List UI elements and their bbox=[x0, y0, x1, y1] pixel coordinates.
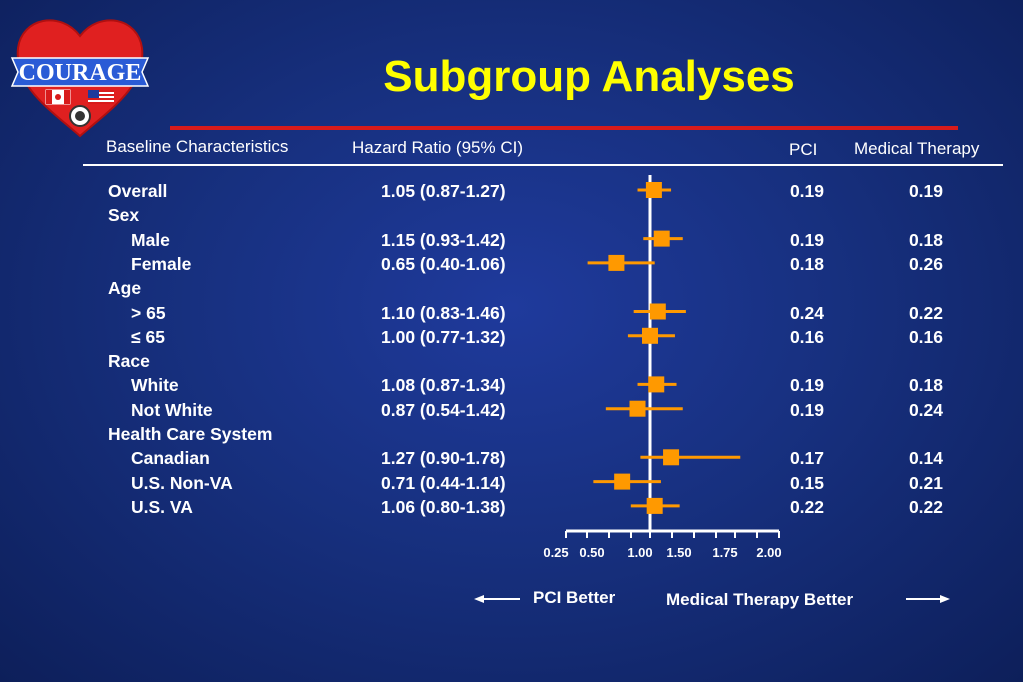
row-pci-value: 0.15 bbox=[789, 472, 824, 493]
x-tick-label: 0.25 bbox=[543, 545, 568, 560]
row-mt-value: 0.19 bbox=[908, 181, 943, 201]
row-mt-value: 0.14 bbox=[908, 448, 943, 469]
row-hazard-ratio: 1.27 (0.90-1.78) bbox=[381, 448, 506, 469]
x-tick-label: 0.50 bbox=[579, 545, 604, 560]
point-estimate-marker bbox=[653, 230, 670, 247]
right-arrow-head bbox=[940, 595, 950, 603]
row-hazard-ratio: 0.87 (0.54-1.42) bbox=[381, 399, 506, 420]
header-divider bbox=[83, 164, 1003, 166]
row-pci-value: 0.19 bbox=[789, 399, 824, 420]
row-label: Health Care System bbox=[108, 424, 273, 444]
x-tick-label: 1.75 bbox=[712, 545, 737, 560]
left-arrow-head bbox=[474, 595, 484, 603]
row-mt-value: 0.24 bbox=[908, 399, 943, 420]
row-mt-value: 0.18 bbox=[908, 375, 943, 396]
courage-logo: COURAGE bbox=[10, 19, 150, 138]
row-label: Race bbox=[108, 351, 150, 372]
row-label: Age bbox=[108, 278, 142, 299]
medical-therapy-better-label: Medical Therapy Better bbox=[666, 590, 854, 609]
row-hazard-ratio: 1.00 (0.77-1.32) bbox=[381, 326, 506, 347]
header-pci: PCI bbox=[789, 140, 818, 159]
slide-title: Subgroup Analyses bbox=[383, 52, 795, 101]
header-medical-therapy: Medical Therapy bbox=[854, 139, 980, 158]
row-label: Canadian bbox=[131, 448, 210, 469]
point-estimate-marker bbox=[608, 254, 625, 271]
row-hazard-ratio: 0.65 (0.40-1.06) bbox=[381, 253, 506, 274]
row-pci-value: 0.19 bbox=[789, 229, 824, 250]
row-hazard-ratio: 0.71 (0.44-1.14) bbox=[381, 472, 506, 493]
point-estimate-marker bbox=[646, 497, 663, 514]
logo-banner bbox=[10, 57, 150, 87]
row-label: ≤ 65 bbox=[131, 326, 165, 347]
point-estimate-marker bbox=[648, 376, 665, 393]
row-hazard-ratio: 1.05 (0.87-1.27) bbox=[381, 181, 506, 201]
row-hazard-ratio: 1.15 (0.93-1.42) bbox=[381, 229, 506, 250]
point-estimate-marker bbox=[629, 400, 646, 417]
x-tick-label: 1.00 bbox=[627, 545, 652, 560]
row-label: Sex bbox=[108, 205, 140, 226]
row-pci-value: 0.24 bbox=[789, 302, 824, 323]
x-tick-label: 1.50 bbox=[666, 545, 691, 560]
row-label: U.S. VA bbox=[131, 496, 193, 517]
header-hazard-ratio: Hazard Ratio (95% CI) bbox=[352, 138, 524, 157]
row-pci-value: 0.18 bbox=[789, 253, 824, 274]
title-underline bbox=[170, 126, 958, 130]
row-pci-value: 0.22 bbox=[789, 496, 824, 517]
x-tick-label: 2.00 bbox=[756, 545, 781, 560]
point-estimate-marker bbox=[642, 327, 658, 344]
row-label: Not White bbox=[131, 399, 213, 420]
row-hazard-ratio: 1.06 (0.80-1.38) bbox=[381, 496, 506, 517]
row-label: Female bbox=[131, 253, 192, 274]
row-label: U.S. Non-VA bbox=[131, 472, 233, 493]
row-mt-value: 0.26 bbox=[908, 253, 943, 274]
row-pci-value: 0.17 bbox=[789, 448, 824, 469]
row-mt-value: 0.21 bbox=[908, 472, 943, 493]
header-baseline: Baseline Characteristics bbox=[106, 137, 289, 156]
row-mt-value: 0.18 bbox=[908, 229, 943, 250]
pci-better-label: PCI Better bbox=[533, 588, 616, 607]
row-label: Male bbox=[131, 229, 170, 250]
point-estimate-marker bbox=[614, 473, 631, 490]
point-estimate-marker bbox=[645, 182, 662, 198]
point-estimate-marker bbox=[649, 303, 666, 320]
row-pci-value: 0.19 bbox=[789, 375, 824, 396]
row-pci-value: 0.19 bbox=[789, 181, 824, 201]
row-hazard-ratio: 1.10 (0.83-1.46) bbox=[381, 302, 506, 323]
row-hazard-ratio: 1.08 (0.87-1.34) bbox=[381, 375, 506, 396]
row-mt-value: 0.16 bbox=[908, 326, 943, 347]
row-label: Overall bbox=[108, 181, 168, 201]
row-pci-value: 0.16 bbox=[789, 326, 824, 347]
row-label: White bbox=[131, 375, 179, 396]
point-estimate-marker bbox=[663, 449, 680, 466]
logo-text: COURAGE bbox=[19, 60, 142, 86]
row-mt-value: 0.22 bbox=[908, 496, 943, 517]
row-label: > 65 bbox=[131, 302, 166, 323]
row-mt-value: 0.22 bbox=[908, 302, 943, 323]
